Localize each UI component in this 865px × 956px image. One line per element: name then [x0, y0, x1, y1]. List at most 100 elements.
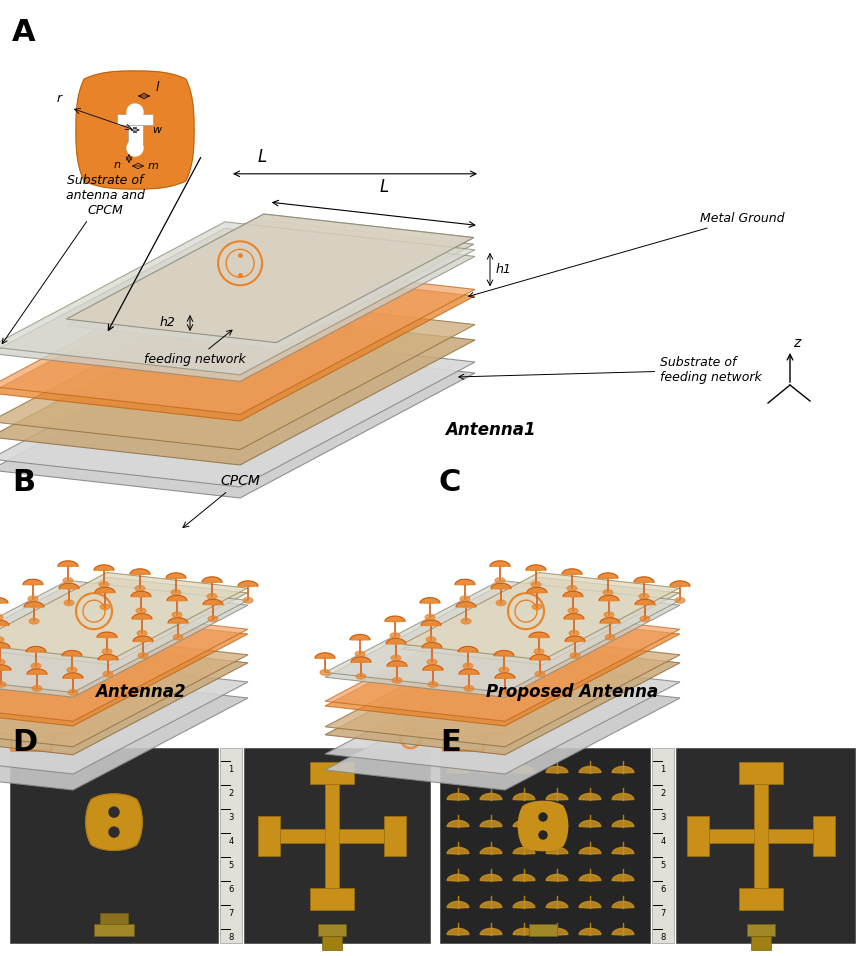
Polygon shape: [171, 590, 181, 596]
Polygon shape: [167, 596, 187, 600]
Polygon shape: [0, 580, 248, 692]
Text: z: z: [793, 336, 800, 350]
Text: 8: 8: [660, 933, 666, 943]
Polygon shape: [356, 651, 365, 657]
Polygon shape: [491, 583, 511, 589]
Polygon shape: [325, 662, 680, 774]
Text: A: A: [12, 18, 35, 47]
Polygon shape: [325, 580, 680, 692]
Text: Metal Ground: Metal Ground: [469, 211, 785, 297]
Polygon shape: [612, 928, 634, 935]
Polygon shape: [564, 614, 584, 619]
Polygon shape: [634, 576, 654, 582]
Polygon shape: [579, 820, 601, 827]
Polygon shape: [579, 847, 601, 854]
Polygon shape: [387, 661, 407, 666]
Bar: [220, 748, 242, 943]
Polygon shape: [579, 928, 601, 935]
Polygon shape: [447, 875, 469, 881]
Bar: [10, 748, 218, 943]
Bar: [440, 748, 650, 943]
Polygon shape: [670, 581, 690, 586]
Bar: [746, 924, 774, 936]
Polygon shape: [385, 616, 405, 621]
Polygon shape: [27, 669, 47, 674]
Polygon shape: [546, 793, 568, 800]
Polygon shape: [325, 635, 680, 747]
Bar: [310, 762, 354, 784]
Polygon shape: [0, 228, 475, 381]
Polygon shape: [203, 599, 223, 605]
Polygon shape: [62, 650, 82, 656]
Polygon shape: [635, 599, 655, 605]
Polygon shape: [459, 669, 479, 674]
Polygon shape: [325, 678, 680, 790]
Polygon shape: [386, 639, 406, 644]
Bar: [244, 748, 430, 943]
Polygon shape: [0, 642, 248, 755]
Polygon shape: [202, 576, 222, 582]
Polygon shape: [356, 674, 366, 679]
Polygon shape: [132, 614, 152, 619]
Polygon shape: [325, 609, 680, 721]
Text: r: r: [56, 92, 61, 105]
Bar: [325, 784, 339, 888]
Polygon shape: [390, 633, 400, 639]
Polygon shape: [579, 793, 601, 800]
Polygon shape: [598, 573, 618, 578]
Bar: [100, 913, 128, 931]
Circle shape: [127, 140, 143, 156]
Polygon shape: [546, 820, 568, 827]
Polygon shape: [456, 601, 476, 607]
Text: D: D: [12, 728, 37, 757]
Bar: [687, 815, 708, 856]
Text: n: n: [113, 160, 120, 170]
Polygon shape: [458, 646, 478, 652]
Text: 4: 4: [228, 837, 234, 846]
Text: Substrate of
antenna and
CPCM: Substrate of antenna and CPCM: [3, 173, 144, 343]
Polygon shape: [0, 598, 8, 603]
Polygon shape: [639, 594, 649, 599]
Polygon shape: [535, 671, 545, 677]
Polygon shape: [480, 847, 502, 854]
Polygon shape: [29, 596, 38, 601]
Polygon shape: [546, 902, 568, 908]
Polygon shape: [606, 635, 615, 640]
Text: CPCM: CPCM: [183, 474, 260, 528]
Polygon shape: [0, 577, 247, 664]
Polygon shape: [480, 767, 502, 773]
Polygon shape: [0, 635, 248, 747]
Text: 1: 1: [228, 766, 234, 774]
Polygon shape: [350, 635, 370, 640]
Polygon shape: [513, 847, 535, 854]
Polygon shape: [499, 667, 509, 673]
Polygon shape: [0, 573, 247, 660]
Circle shape: [109, 827, 119, 837]
Polygon shape: [447, 847, 469, 854]
Text: E: E: [440, 728, 461, 757]
Polygon shape: [0, 345, 475, 498]
Text: 4: 4: [660, 837, 666, 846]
Polygon shape: [426, 637, 436, 642]
Polygon shape: [32, 685, 42, 691]
Text: 8: 8: [228, 933, 234, 943]
Polygon shape: [513, 793, 535, 800]
Polygon shape: [402, 577, 679, 664]
Polygon shape: [497, 600, 506, 605]
Polygon shape: [535, 649, 544, 655]
Polygon shape: [490, 561, 510, 566]
Bar: [322, 936, 342, 950]
Polygon shape: [0, 609, 248, 721]
Polygon shape: [63, 673, 83, 679]
Polygon shape: [423, 665, 443, 670]
Polygon shape: [166, 573, 186, 578]
Text: Proposed Antenna: Proposed Antenna: [486, 684, 658, 701]
Polygon shape: [570, 653, 580, 659]
Polygon shape: [480, 902, 502, 908]
Polygon shape: [64, 600, 74, 605]
Polygon shape: [546, 875, 568, 881]
Text: 2: 2: [660, 790, 666, 798]
Polygon shape: [29, 619, 39, 624]
Text: 3: 3: [228, 814, 234, 822]
Bar: [310, 888, 354, 910]
